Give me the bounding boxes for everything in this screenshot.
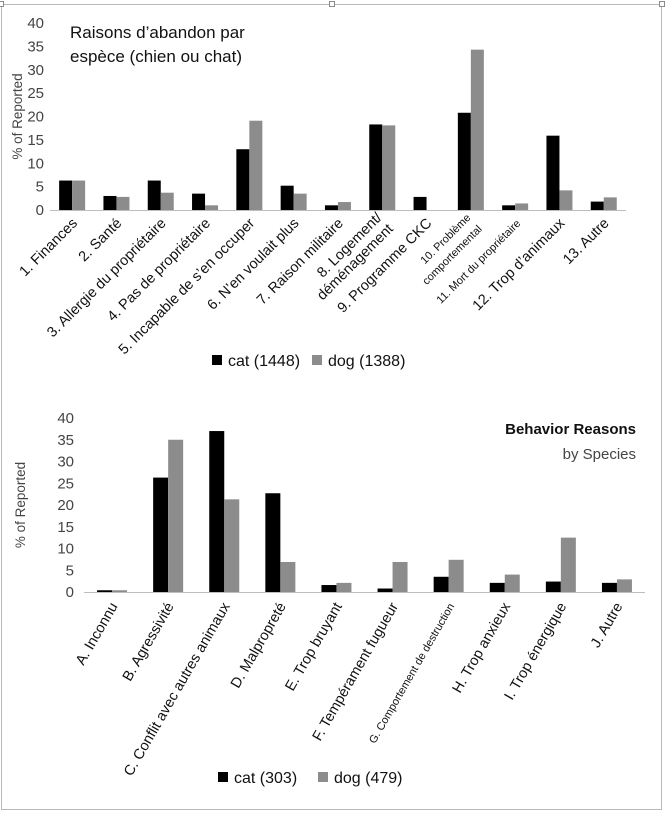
y-tick-label: 40 <box>27 15 44 32</box>
bar-dog-7 <box>337 202 351 210</box>
bar-cat-3 <box>209 431 225 592</box>
y-tick-label: 30 <box>57 454 74 471</box>
legend-label: dog (1388) <box>328 353 405 370</box>
bar-dog-2 <box>168 439 184 592</box>
category-label: D. Malpropreté <box>228 600 290 691</box>
bar-cat-12 <box>546 135 560 210</box>
bar-dog-2 <box>116 196 130 210</box>
chart-title-line: espèce (chien ou chat) <box>70 47 242 66</box>
bar-cat-7 <box>324 205 338 210</box>
legend-swatch <box>312 355 322 365</box>
bar-dog-7 <box>448 559 464 592</box>
bar-dog-1 <box>72 180 86 210</box>
legend-label: dog (479) <box>334 770 403 787</box>
bar-cat-10 <box>601 582 617 592</box>
bar-dog-4 <box>205 205 219 210</box>
bar-cat-13 <box>590 201 604 210</box>
chart-1: 0 5 10 15 20 25 30 35 40 % of Reported 1. Finances… <box>10 15 626 370</box>
bar-dog-11 <box>515 203 529 210</box>
bar-cat-1 <box>59 180 73 210</box>
bar-dog-8 <box>504 574 520 592</box>
bar-dog-9 <box>560 537 576 592</box>
bar-cat-9 <box>413 196 427 210</box>
y-axis-title: % of Reported <box>13 462 28 548</box>
chart-title-line: Raisons d’abandon par <box>70 23 245 42</box>
y-tick-label: 5 <box>66 562 74 579</box>
category-label: B. Agressivité <box>120 600 178 684</box>
bar-cat-5 <box>236 149 250 210</box>
bar-cat-3 <box>147 180 161 210</box>
bar-cat-8 <box>369 124 383 210</box>
bar-cat-8 <box>489 582 505 592</box>
bar-dog-4 <box>280 561 296 592</box>
y-tick-label: 10 <box>27 155 44 172</box>
bar-dog-1 <box>112 590 128 592</box>
y-tick-label: 25 <box>57 475 74 492</box>
resize-handle-top-left[interactable] <box>0 1 4 7</box>
chart-title: Behavior Reasons <box>505 421 636 438</box>
bar-cat-6 <box>280 185 294 210</box>
category-label: C. Conflit avec autres animaux <box>121 599 234 779</box>
y-tick-label: 25 <box>27 85 44 102</box>
bar-dog-12 <box>559 190 573 210</box>
bar-cat-11 <box>502 205 516 210</box>
bar-cat-7 <box>433 576 449 592</box>
legend-swatch <box>212 355 222 365</box>
y-tick-label: 0 <box>66 584 74 601</box>
resize-handle-top-center[interactable] <box>329 1 335 7</box>
bar-dog-10 <box>616 579 632 592</box>
chart-1-title: Raisons d’abandon par espèce (chien ou ch… <box>70 23 245 66</box>
y-tick-label: 15 <box>57 519 74 536</box>
y-axis-title: % of Reported <box>10 73 25 159</box>
bar-cat-5 <box>321 585 337 592</box>
y-tick-label: 5 <box>36 179 44 196</box>
chart-2-title: Behavior Reasons by Species <box>505 421 636 463</box>
y-tick-label: 35 <box>27 38 44 55</box>
y-tick-label: 20 <box>57 497 74 514</box>
bar-dog-10 <box>470 49 484 211</box>
category-label: 13. Autre <box>560 216 612 268</box>
bar-dog-3 <box>224 499 240 592</box>
legend-swatch <box>318 772 328 782</box>
category-label: 1. Finances <box>17 216 81 280</box>
bar-cat-6 <box>377 588 393 592</box>
legend-label: cat (303) <box>234 770 297 787</box>
bar-dog-6 <box>293 193 307 210</box>
bar-cat-2 <box>103 195 117 210</box>
legend-label: cat (1448) <box>228 353 300 370</box>
y-tick-label: 0 <box>36 202 44 219</box>
y-tick-label: 10 <box>57 541 74 558</box>
bar-dog-5 <box>249 120 263 210</box>
bar-dog-3 <box>160 192 174 210</box>
bar-cat-2 <box>153 477 169 592</box>
bar-cat-9 <box>545 581 561 592</box>
legend-swatch <box>218 772 228 782</box>
y-tick-label: 20 <box>27 109 44 126</box>
bar-cat-1 <box>97 590 113 592</box>
category-label: E. Trop bruyant <box>282 600 345 694</box>
chart-subtitle: by Species <box>563 446 636 463</box>
bar-dog-5 <box>336 582 352 592</box>
y-tick-label: 40 <box>57 410 74 427</box>
bar-cat-10 <box>457 112 471 210</box>
bar-cat-4 <box>265 493 281 592</box>
category-label: A. Inconnu <box>73 600 122 668</box>
category-label: H. Trop anxieux <box>450 599 515 696</box>
bar-dog-6 <box>392 561 408 592</box>
bar-cat-4 <box>192 193 206 210</box>
y-tick-label: 15 <box>27 132 44 149</box>
bar-dog-8 <box>382 125 396 210</box>
y-tick-label: 35 <box>57 432 74 449</box>
category-label: J. Autre <box>588 600 626 651</box>
category-label: I. Trop énergique <box>502 600 571 703</box>
bar-dog-13 <box>603 197 617 210</box>
y-tick-label: 30 <box>27 62 44 79</box>
